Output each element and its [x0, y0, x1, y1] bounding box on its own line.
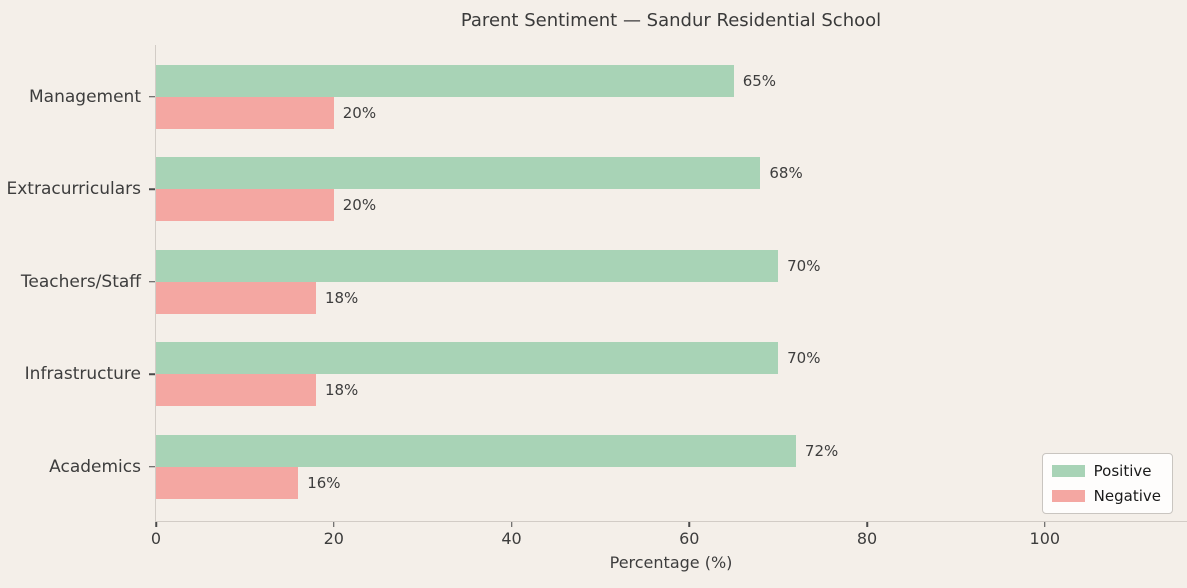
value-label-negative-management: 20% — [342, 103, 377, 122]
value-label-positive-extracurriculars: 68% — [769, 164, 803, 182]
value-label-positive-teachers-staff: 70% — [787, 256, 821, 275]
legend-label-negative: Negative — [1093, 487, 1161, 505]
x-tick-80 — [866, 522, 868, 527]
category-label-management: Management — [29, 86, 141, 107]
legend-item-negative: Negative — [1051, 487, 1161, 505]
bar-negative-extracurriculars — [156, 189, 334, 221]
bar-negative-teachers-staff — [156, 281, 316, 314]
x-tick-40 — [510, 522, 513, 527]
x-tick-0 — [155, 522, 157, 527]
x-tick-100 — [1044, 522, 1046, 527]
y-tick-extracurriculars — [149, 188, 155, 190]
x-tick-20 — [333, 522, 335, 527]
bar-negative-academics — [156, 466, 299, 499]
x-tick-label-0: 0 — [150, 529, 162, 548]
x-axis-label: Percentage (%) — [609, 553, 733, 572]
value-label-positive-academics: 72% — [804, 441, 839, 460]
plot-area: 65% 20% 68% 20% 70% 18% 70% 18% 72% 16% 0 20 40 60 80 1… — [151, 45, 1187, 548]
value-label-negative-teachers-staff: 18% — [324, 288, 359, 307]
legend-swatch-positive — [1051, 465, 1085, 477]
legend-item-positive: Positive — [1051, 462, 1161, 480]
x-tick-label-20: 20 — [323, 529, 344, 548]
bar-positive-management — [156, 64, 734, 97]
x-tick-label-40: 40 — [501, 529, 522, 548]
value-label-negative-extracurriculars: 20% — [342, 196, 377, 214]
x-tick-label-100: 100 — [1029, 529, 1061, 548]
value-label-negative-infrastructure: 18% — [324, 381, 359, 399]
chart-title: Parent Sentiment — Sandur Residential Sc… — [460, 10, 882, 31]
value-label-negative-academics: 16% — [307, 473, 341, 492]
y-tick-academics — [149, 465, 155, 468]
bar-negative-management — [156, 96, 334, 129]
legend-swatch-negative — [1051, 490, 1085, 502]
y-axis-labels: Management Extracurriculars Teachers/Staff… — [0, 45, 155, 521]
x-tick-label-60: 60 — [679, 529, 700, 548]
legend-label-positive: Positive — [1093, 462, 1152, 480]
y-tick-teachers-staff — [149, 280, 155, 283]
x-tick-label-80: 80 — [856, 529, 878, 548]
value-label-positive-infrastructure: 70% — [787, 349, 821, 367]
y-tick-management — [149, 95, 155, 98]
category-label-academics: Academics — [49, 456, 141, 477]
category-label-infrastructure: Infrastructure — [24, 364, 141, 384]
legend: Positive Negative — [1041, 453, 1173, 514]
x-tick-60 — [688, 522, 691, 527]
bar-positive-academics — [156, 434, 796, 467]
bar-negative-infrastructure — [156, 374, 316, 406]
category-label-teachers-staff: Teachers/Staff — [20, 271, 141, 292]
category-label-extracurriculars: Extracurriculars — [6, 179, 141, 199]
value-label-positive-management: 65% — [742, 71, 777, 90]
bar-positive-teachers-staff — [156, 249, 779, 282]
y-tick-infrastructure — [149, 373, 155, 375]
bar-positive-extracurriculars — [156, 157, 761, 189]
bar-positive-infrastructure — [156, 342, 779, 374]
